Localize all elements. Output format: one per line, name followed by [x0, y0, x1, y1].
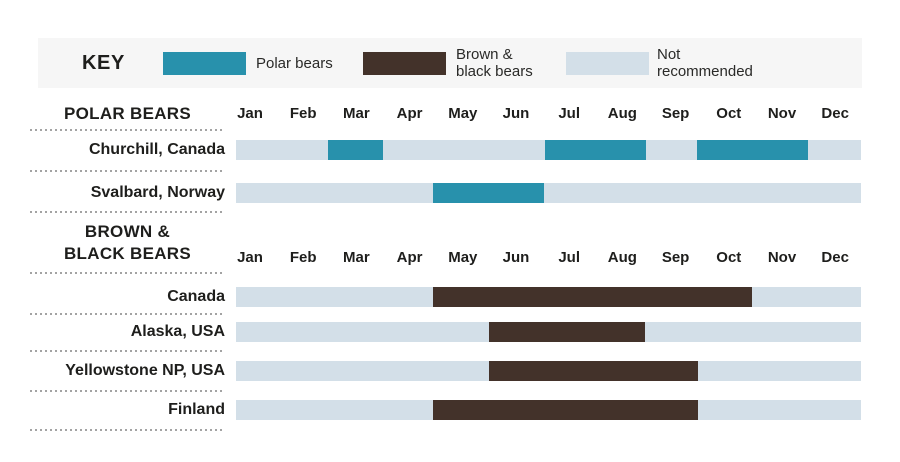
- key-title: KEY: [82, 51, 125, 74]
- section-title-line: POLAR BEARS: [63, 104, 192, 123]
- month-tick-oct: Oct: [716, 249, 742, 266]
- row-label-finland: Finland: [168, 401, 225, 418]
- month-tick-dec: Dec: [821, 249, 849, 266]
- legend-label: Brown & black bears: [456, 38, 533, 88]
- season-bar-finland: [236, 400, 861, 420]
- legend-label-line: black bears: [456, 63, 533, 80]
- row-label-churchill-canada: Churchill, Canada: [88, 141, 225, 158]
- month-tick-apr: Apr: [396, 249, 423, 266]
- month-tick-mar: Mar: [343, 105, 370, 122]
- month-tick-jun: Jun: [502, 105, 530, 122]
- recommended-segment: [328, 140, 383, 160]
- recommended-segment: [544, 140, 646, 160]
- season-bar-yellowstone-np-usa: [236, 361, 861, 381]
- dotted-divider: [30, 350, 225, 352]
- month-tick-dec: Dec: [821, 105, 849, 122]
- month-tick-jun: Jun: [502, 249, 530, 266]
- row-label-alaska-usa: Alaska, USA: [130, 323, 225, 340]
- legend-label-line: Polar bears: [256, 54, 333, 72]
- month-tick-aug: Aug: [607, 249, 637, 266]
- season-bar-churchill-canada: [236, 140, 861, 160]
- month-tick-may: May: [448, 249, 478, 266]
- legend-label-line: Brown &: [456, 46, 513, 63]
- dotted-divider: [30, 390, 225, 392]
- month-tick-jan: Jan: [237, 249, 263, 266]
- section-title-line: BROWN &: [84, 222, 171, 241]
- recommended-segment: [432, 287, 753, 307]
- month-tick-aug: Aug: [607, 105, 637, 122]
- recommended-segment: [489, 322, 645, 342]
- month-tick-nov: Nov: [767, 105, 797, 122]
- month-tick-may: May: [448, 105, 478, 122]
- month-tick-feb: Feb: [289, 249, 317, 266]
- month-axis: Jan Feb Mar Apr May Jun Jul Aug Sep Oct Nov Dec: [236, 104, 861, 124]
- row-label-canada: Canada: [167, 288, 225, 305]
- month-tick-jan: Jan: [237, 105, 263, 122]
- season-bar-svalbard-norway: [236, 183, 861, 203]
- legend-swatch-brown-black-bears: [363, 52, 446, 75]
- dotted-divider: [30, 272, 225, 274]
- legend-label-line: Not: [657, 46, 681, 63]
- month-tick-jul: Jul: [558, 249, 581, 266]
- legend-label: Polar bears: [256, 38, 333, 88]
- month-tick-jul: Jul: [558, 105, 581, 122]
- dotted-divider: [30, 170, 225, 172]
- month-tick-sep: Sep: [661, 105, 690, 122]
- row-label-yellowstone-np-usa: Yellowstone NP, USA: [65, 362, 225, 379]
- recommended-segment: [432, 183, 544, 203]
- month-tick-oct: Oct: [716, 105, 742, 122]
- month-tick-nov: Nov: [767, 249, 797, 266]
- legend-label-line: recommended: [657, 63, 753, 80]
- recommended-segment: [489, 361, 698, 381]
- recommended-segment: [696, 140, 808, 160]
- dotted-divider: [30, 129, 225, 131]
- month-tick-feb: Feb: [289, 105, 317, 122]
- season-bar-canada: [236, 287, 861, 307]
- month-tick-apr: Apr: [396, 105, 423, 122]
- season-bar-alaska-usa: [236, 322, 861, 342]
- key-legend: KEY Polar bears Brown & black bears Not reco…: [38, 38, 862, 88]
- section-title-polar-bears: POLAR BEARS: [30, 104, 225, 124]
- dotted-divider: [30, 429, 225, 431]
- section-title-line: BLACK BEARS: [63, 244, 192, 263]
- legend-label: Not recommended: [657, 38, 753, 88]
- recommended-segment: [432, 400, 698, 420]
- row-label-svalbard-norway: Svalbard, Norway: [90, 184, 225, 201]
- dotted-divider: [30, 211, 225, 213]
- section-title-brown-black-bears: BROWN & BLACK BEARS: [30, 221, 225, 265]
- legend-swatch-polar-bears: [163, 52, 246, 75]
- month-tick-sep: Sep: [661, 249, 690, 266]
- month-tick-mar: Mar: [343, 249, 370, 266]
- dotted-divider: [30, 313, 225, 315]
- legend-swatch-not-recommended: [566, 52, 649, 75]
- month-axis: Jan Feb Mar Apr May Jun Jul Aug Sep Oct Nov Dec: [236, 248, 861, 268]
